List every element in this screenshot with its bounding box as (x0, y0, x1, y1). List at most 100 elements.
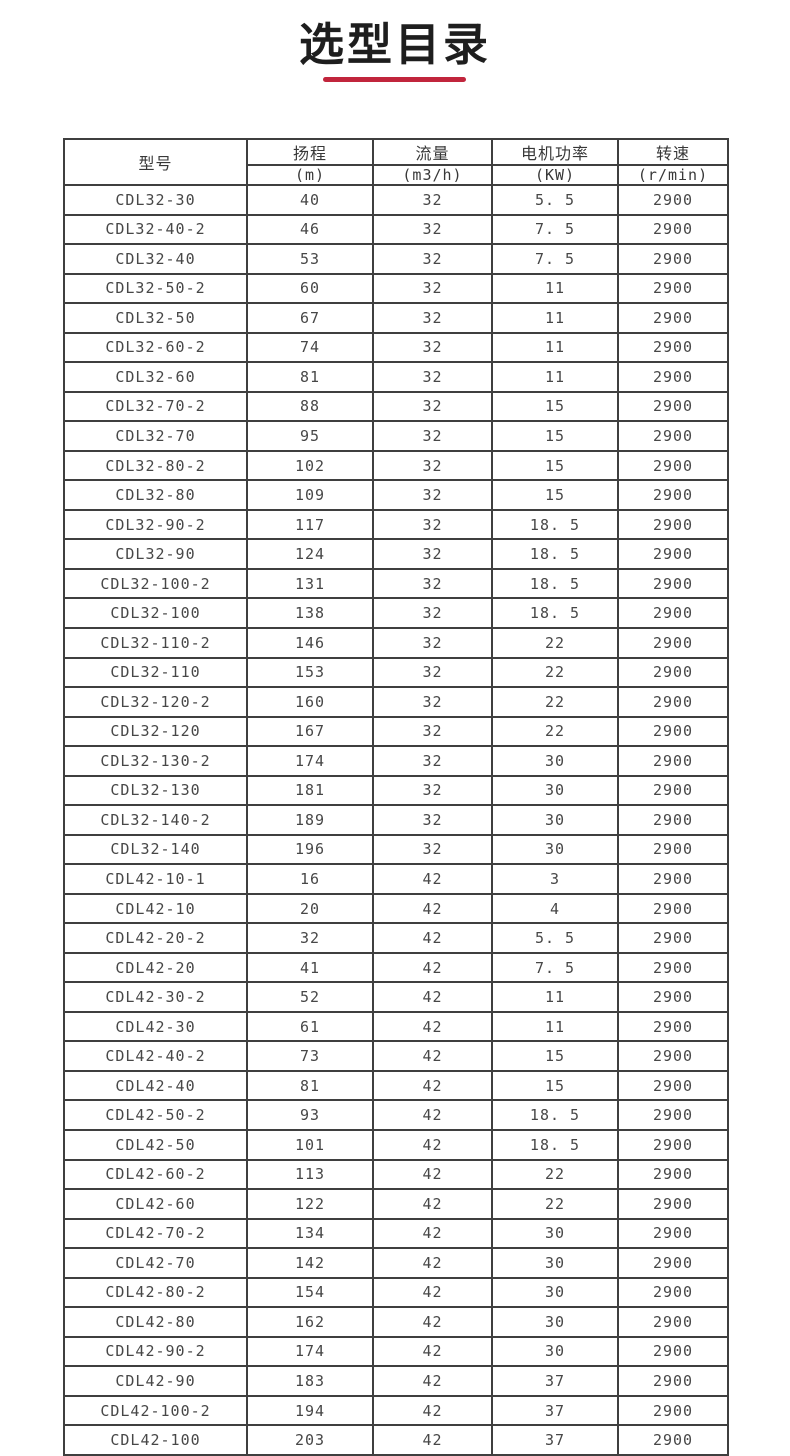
cell-model: CDL32-30 (63, 184, 248, 216)
cell-speed: 2900 (617, 272, 729, 305)
cell-motor-power: 11 (491, 331, 619, 364)
cell-flow: 32 (372, 538, 493, 570)
table-row: CDL32-120 167 32 22 2900 (63, 715, 729, 748)
cell-speed: 2900 (617, 626, 729, 659)
table-row: CDL32-130 181 32 30 2900 (63, 774, 729, 807)
cell-head: 73 (246, 1040, 374, 1072)
cell-model: CDL32-90 (63, 538, 248, 570)
cell-flow: 42 (372, 1129, 493, 1161)
table-header: 型号 扬程 流量 电机功率 转速 (m) (m3/h) (KW) (r/min) (63, 138, 729, 186)
cell-model: CDL32-140-2 (63, 804, 248, 836)
cell-speed: 2900 (617, 1276, 729, 1309)
cell-motor-power: 11 (491, 302, 619, 334)
cell-speed: 2900 (617, 1217, 729, 1250)
cell-model: CDL42-70-2 (63, 1217, 248, 1250)
cell-flow: 32 (372, 686, 493, 718)
cell-flow: 42 (372, 1069, 493, 1102)
cell-speed: 2900 (617, 331, 729, 364)
cell-speed: 2900 (617, 390, 729, 423)
cell-speed: 2900 (617, 715, 729, 748)
table-row: CDL32-100 138 32 18. 5 2900 (63, 597, 729, 629)
cell-model: CDL42-20-2 (63, 922, 248, 954)
cell-head: 32 (246, 922, 374, 954)
table-body: CDL32-30 40 32 5. 5 2900 CDL32-40-2 46 32 7. 5 29… (63, 184, 729, 1456)
cell-motor-power: 7. 5 (491, 243, 619, 275)
cell-head: 196 (246, 833, 374, 866)
header-row-labels: 型号 扬程 流量 电机功率 转速 (63, 138, 729, 186)
cell-motor-power: 15 (491, 479, 619, 511)
cell-flow: 42 (372, 863, 493, 895)
table-row: CDL42-30 61 42 11 2900 (63, 1010, 729, 1043)
cell-head: 174 (246, 1335, 374, 1368)
table-row: CDL32-90 124 32 18. 5 2900 (63, 538, 729, 570)
table-row: CDL42-80 162 42 30 2900 (63, 1306, 729, 1338)
cell-motor-power: 11 (491, 272, 619, 305)
cell-motor-power: 18. 5 (491, 567, 619, 600)
cell-motor-power: 22 (491, 1158, 619, 1191)
cell-flow: 32 (372, 715, 493, 748)
cell-head: 183 (246, 1365, 374, 1397)
cell-motor-power: 30 (491, 774, 619, 807)
cell-model: CDL32-70-2 (63, 390, 248, 423)
cell-speed: 2900 (617, 892, 729, 925)
cell-head: 53 (246, 243, 374, 275)
cell-model: CDL32-120-2 (63, 686, 248, 718)
cell-speed: 2900 (617, 508, 729, 541)
cell-motor-power: 15 (491, 1069, 619, 1102)
cell-model: CDL42-40 (63, 1069, 248, 1102)
cell-motor-power: 5. 5 (491, 184, 619, 216)
cell-flow: 32 (372, 184, 493, 216)
cell-model: CDL32-140 (63, 833, 248, 866)
cell-speed: 2900 (617, 1188, 729, 1220)
table-row: CDL42-80-2 154 42 30 2900 (63, 1276, 729, 1309)
cell-flow: 32 (372, 567, 493, 600)
cell-motor-power: 30 (491, 804, 619, 836)
cell-motor-power: 18. 5 (491, 1099, 619, 1131)
cell-flow: 32 (372, 331, 493, 364)
cell-speed: 2900 (617, 184, 729, 216)
cell-flow: 42 (372, 1099, 493, 1131)
cell-motor-power: 37 (491, 1424, 619, 1456)
table-row: CDL42-60-2 113 42 22 2900 (63, 1158, 729, 1191)
cell-model: CDL42-30-2 (63, 981, 248, 1013)
cell-head: 154 (246, 1276, 374, 1309)
cell-speed: 2900 (617, 833, 729, 866)
cell-model: CDL42-60 (63, 1188, 248, 1220)
cell-flow: 42 (372, 1010, 493, 1043)
cell-flow: 32 (372, 626, 493, 659)
cell-flow: 32 (372, 243, 493, 275)
cell-motor-power: 22 (491, 1188, 619, 1220)
cell-model: CDL42-100-2 (63, 1394, 248, 1427)
cell-motor-power: 22 (491, 656, 619, 689)
cell-flow: 32 (372, 597, 493, 629)
cell-motor-power: 11 (491, 361, 619, 393)
cell-speed: 2900 (617, 1394, 729, 1427)
table-row: CDL32-60-2 74 32 11 2900 (63, 331, 729, 364)
cell-model: CDL42-100 (63, 1424, 248, 1456)
cell-speed: 2900 (617, 361, 729, 393)
cell-model: CDL32-80 (63, 479, 248, 511)
cell-model: CDL32-70 (63, 420, 248, 452)
cell-speed: 2900 (617, 1040, 729, 1072)
cell-head: 138 (246, 597, 374, 629)
table-row: CDL42-100 203 42 37 2900 (63, 1424, 729, 1456)
cell-model: CDL32-40 (63, 243, 248, 275)
table-row: CDL42-40-2 73 42 15 2900 (63, 1040, 729, 1072)
cell-model: CDL32-100 (63, 597, 248, 629)
table-row: CDL42-50 101 42 18. 5 2900 (63, 1129, 729, 1161)
cell-flow: 42 (372, 1040, 493, 1072)
cell-head: 88 (246, 390, 374, 423)
cell-head: 95 (246, 420, 374, 452)
cell-head: 160 (246, 686, 374, 718)
cell-model: CDL32-130-2 (63, 745, 248, 777)
cell-flow: 32 (372, 656, 493, 689)
cell-model: CDL42-30 (63, 1010, 248, 1043)
cell-head: 117 (246, 508, 374, 541)
cell-model: CDL32-60-2 (63, 331, 248, 364)
table-row: CDL32-100-2 131 32 18. 5 2900 (63, 567, 729, 600)
cell-speed: 2900 (617, 1306, 729, 1338)
cell-head: 203 (246, 1424, 374, 1456)
table-row: CDL42-10 20 42 4 2900 (63, 892, 729, 925)
table-row: CDL32-40-2 46 32 7. 5 2900 (63, 213, 729, 246)
cell-flow: 32 (372, 479, 493, 511)
